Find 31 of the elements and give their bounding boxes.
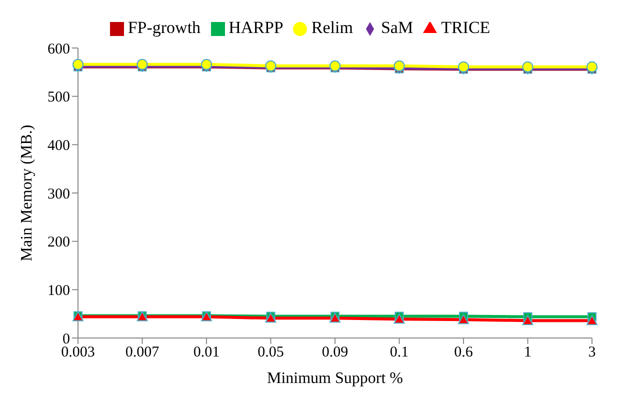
x-tick-label: 0.09 <box>322 344 348 361</box>
y-axis-title: Main Memory (MB.) <box>18 124 36 262</box>
legend-label: FP-growth <box>128 18 201 37</box>
legend-label: SaM <box>380 18 414 37</box>
y-tick-label: 600 <box>48 41 70 58</box>
x-tick-label: 0.05 <box>258 344 284 361</box>
legend-label: Relim <box>311 18 353 37</box>
point <box>136 58 148 70</box>
point <box>394 314 405 324</box>
y-tick-label: 0 <box>62 331 70 348</box>
y-tick-label: 200 <box>48 234 70 251</box>
y-tick-label: 100 <box>48 282 70 299</box>
x-tick-label: 3 <box>588 344 596 361</box>
x-tick-label: 0.1 <box>390 344 409 361</box>
x-tick-label: 1 <box>524 344 532 361</box>
point <box>72 58 84 70</box>
y-tick-label: 300 <box>48 186 70 202</box>
x-tick-label: 0.6 <box>454 344 474 361</box>
x-tick-label: 0.003 <box>61 344 95 361</box>
y-tick-label: 400 <box>48 138 70 154</box>
point <box>586 315 598 326</box>
x-tick-label: 0.007 <box>125 344 160 361</box>
point <box>201 58 212 70</box>
x-tick-label: 0.01 <box>193 344 220 361</box>
point <box>394 60 405 72</box>
point <box>522 315 534 326</box>
point <box>458 314 469 324</box>
y-tick-label: 500 <box>48 90 70 106</box>
legend-label: HARPP <box>228 18 284 37</box>
legend-label: TRICE <box>441 18 490 37</box>
x-axis-title: Minimum Support % <box>266 370 404 387</box>
